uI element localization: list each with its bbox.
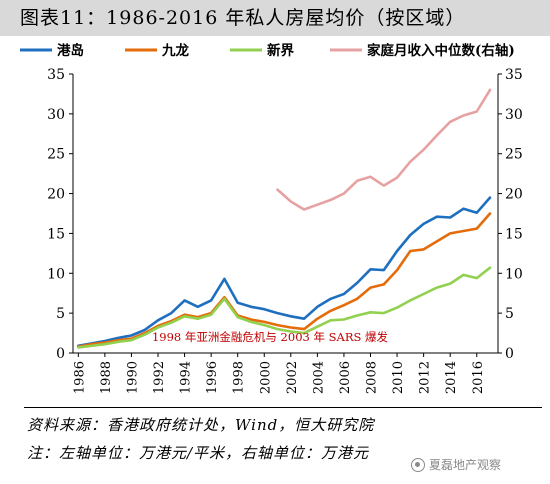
legend-label: 新界: [267, 42, 294, 59]
watermark: 夏磊地产观察: [408, 455, 505, 474]
x-tick-label: 2016: [471, 361, 486, 394]
y-tick-label: 10: [47, 266, 65, 282]
y2-tick-label: 20: [505, 187, 523, 203]
footer-divider: [24, 407, 542, 408]
x-tick-label: 1992: [152, 361, 167, 394]
x-tick-label: 1988: [99, 361, 114, 394]
legend: 港岛 九龙 新界 家庭月收入中位数(右轴): [20, 42, 515, 59]
line-chart: 港岛 九龙 新界 家庭月收入中位数(右轴) 0 0 5 5 10 10 15 15 20 20 25 25 3…: [20, 42, 523, 394]
series-line: [276, 88, 492, 211]
x-tick-label: 2008: [365, 361, 380, 394]
legend-label: 家庭月收入中位数(右轴): [367, 42, 515, 59]
wechat-icon: [411, 457, 425, 472]
x-tick-label: 1990: [125, 361, 140, 394]
y2-tick-label: 10: [505, 266, 523, 282]
y-tick-label: 0: [56, 346, 65, 362]
y2-tick-label: 0: [505, 346, 514, 362]
y-tick-label: 30: [47, 107, 65, 123]
x-tick-label: 1996: [205, 361, 220, 394]
y2-tick-label: 15: [505, 226, 523, 242]
series-line: [77, 212, 492, 348]
y-tick-label: 5: [56, 306, 65, 322]
y2-tick-label: 25: [505, 147, 523, 163]
y-tick-label: 25: [47, 147, 65, 163]
y2-tick-label: 35: [505, 67, 523, 83]
x-tick-label: 2004: [311, 361, 326, 394]
series-lines: [77, 88, 492, 349]
y-tick-label: 35: [47, 67, 65, 83]
unit-note: 注：左轴单位：万港元/平米，右轴单位：万港元: [27, 444, 370, 462]
legend-label: 九龙: [161, 42, 189, 59]
y2-tick-label: 5: [505, 306, 514, 322]
legend-label: 港岛: [57, 42, 84, 59]
y-tick-label: 15: [47, 226, 65, 242]
x-tick-label: 2000: [258, 361, 273, 394]
x-tick-label: 1998: [232, 361, 247, 394]
x-tick-label: 2014: [444, 361, 459, 394]
x-tick-label: 2006: [338, 361, 353, 394]
x-tick-label: 2010: [391, 361, 406, 394]
x-tick-label: 1994: [179, 361, 194, 394]
series-line: [77, 266, 492, 349]
x-tick-label: 2012: [418, 361, 433, 394]
y-tick-label: 20: [47, 187, 65, 203]
y2-tick-label: 30: [505, 107, 523, 123]
x-tick-label: 2002: [285, 361, 300, 394]
x-tick-label: 1986: [72, 361, 87, 394]
watermark-text: 夏磊地产观察: [429, 458, 502, 472]
series-line: [77, 196, 492, 348]
chart-axes: 0 0 5 5 10 10 15 15 20 20 25 25 30 30 35 35 1986 1988 1990…: [47, 67, 523, 394]
event-annotation: 1998 年亚洲金融危机与 2003 年 SARS 爆发: [152, 330, 389, 344]
source-note: 资料来源：香港政府统计处，Wind，恒大研究院: [27, 416, 375, 434]
chart-title: 图表11：1986-2016 年私人房屋均价（按区域）: [0, 0, 550, 36]
